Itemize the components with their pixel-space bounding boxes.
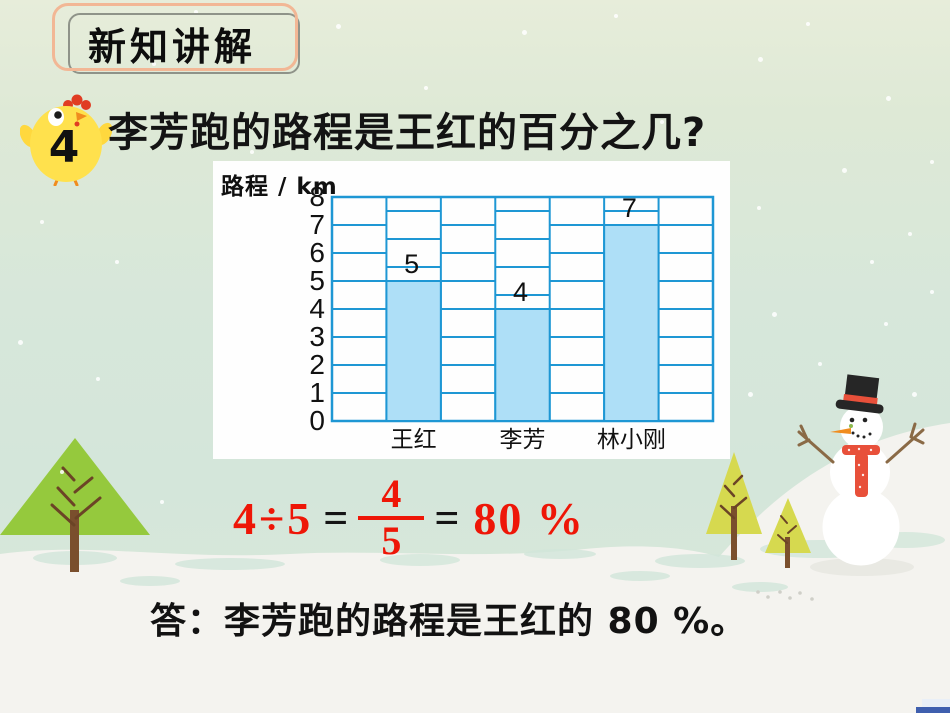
snowflake-dot — [115, 260, 119, 264]
snowflake-dot — [660, 120, 664, 124]
chick-icon — [20, 94, 112, 186]
fraction-denominator: 5 — [381, 518, 402, 563]
equation-lhs: 4÷5 — [233, 492, 314, 544]
snowflake-dot — [930, 290, 934, 294]
corner-logo-bar — [916, 707, 950, 713]
y-tick-label: 7 — [309, 209, 325, 240]
snowflake-dot — [886, 96, 891, 101]
snowflake-dot — [614, 14, 618, 18]
bar-李芳 — [494, 308, 551, 422]
snowflake-dot — [160, 500, 164, 504]
snowflake-dot — [884, 322, 888, 326]
snowflake-dot — [912, 392, 917, 397]
snowman-mouth — [851, 431, 872, 439]
bar-value-label: 7 — [622, 193, 637, 223]
snowflake-dot — [152, 62, 156, 66]
answer-sentence: 答：李芳跑的路程是王红的 80 %。 — [150, 601, 748, 642]
y-tick-label: 2 — [309, 349, 325, 380]
left-tree-illustration — [0, 438, 150, 572]
fraction-bar — [358, 516, 425, 520]
y-tick-label: 5 — [309, 265, 325, 296]
category-label: 林小刚 — [597, 427, 666, 453]
chart-panel: 路程 / km 5 王红 4 李芳 7 林小刚 0 1 2 3 4 5 6 7 8 — [213, 161, 730, 459]
snowflake-dot — [772, 312, 777, 317]
snowman-arms — [797, 422, 925, 464]
snowflake-dot — [18, 340, 23, 345]
badge-outline-orange — [52, 3, 298, 71]
snowflake-dot — [96, 377, 100, 381]
y-tick-label: 6 — [309, 237, 325, 268]
bar-value-label: 4 — [513, 277, 528, 307]
yellow-tree-large — [706, 452, 762, 560]
snowman-illustration — [797, 374, 925, 566]
snowflake-dot — [40, 220, 44, 224]
chick-beak — [76, 112, 87, 121]
snowflake-dot — [870, 260, 874, 264]
snowflake-dot — [842, 168, 847, 173]
equation-line: 4÷5 = 4 5 = 80 % — [233, 466, 585, 570]
footprint-dots — [756, 590, 814, 601]
equals-sign: = — [434, 493, 460, 543]
snowflake-dot — [758, 57, 763, 62]
snowflake-dot — [522, 30, 527, 35]
fraction-numerator: 4 — [381, 471, 402, 517]
snowman-scarf — [842, 445, 880, 497]
snowflake-dot — [806, 22, 810, 26]
fraction: 4 5 — [358, 471, 425, 563]
equation-result: 80 % — [473, 492, 585, 544]
y-axis-label: 路程 / km — [221, 174, 338, 200]
problem-number: 4 — [48, 122, 80, 173]
category-label: 王红 — [391, 427, 437, 453]
snow-ground — [0, 423, 950, 713]
y-tick-label: 1 — [309, 377, 325, 408]
snowflake-dot — [336, 24, 341, 29]
snowflake-dot — [748, 392, 753, 397]
y-tick-label: 0 — [309, 405, 325, 436]
badge-outline-gray — [68, 13, 300, 74]
snowman-shadow — [810, 558, 914, 576]
y-tick-label: 4 — [309, 293, 325, 324]
snowflake-dot — [908, 232, 912, 236]
corner-logo-light — [922, 699, 950, 708]
y-tick-label: 3 — [309, 321, 325, 352]
y-tick-label: 8 — [309, 181, 325, 212]
snowflake-dot — [194, 10, 198, 14]
snowflake-dot — [818, 362, 822, 366]
snowflake-dot — [424, 86, 428, 90]
snowflake-dot — [930, 160, 934, 164]
yellow-tree-small — [765, 498, 811, 568]
category-label: 李芳 — [500, 427, 546, 453]
snowflake-dot — [60, 470, 64, 474]
snowman-hat — [835, 374, 884, 414]
bar-林小刚 — [603, 224, 660, 422]
bar-王红 — [385, 280, 442, 422]
snowflake-dot — [757, 206, 761, 210]
snowflake-dot — [250, 150, 254, 154]
question-title: 李芳跑的路程是王红的百分之几? — [108, 110, 707, 156]
equals-sign: = — [323, 493, 349, 543]
section-badge-label: 新知讲解 — [88, 25, 257, 69]
carrot-nose — [830, 428, 851, 434]
bar-value-label: 5 — [404, 249, 419, 279]
